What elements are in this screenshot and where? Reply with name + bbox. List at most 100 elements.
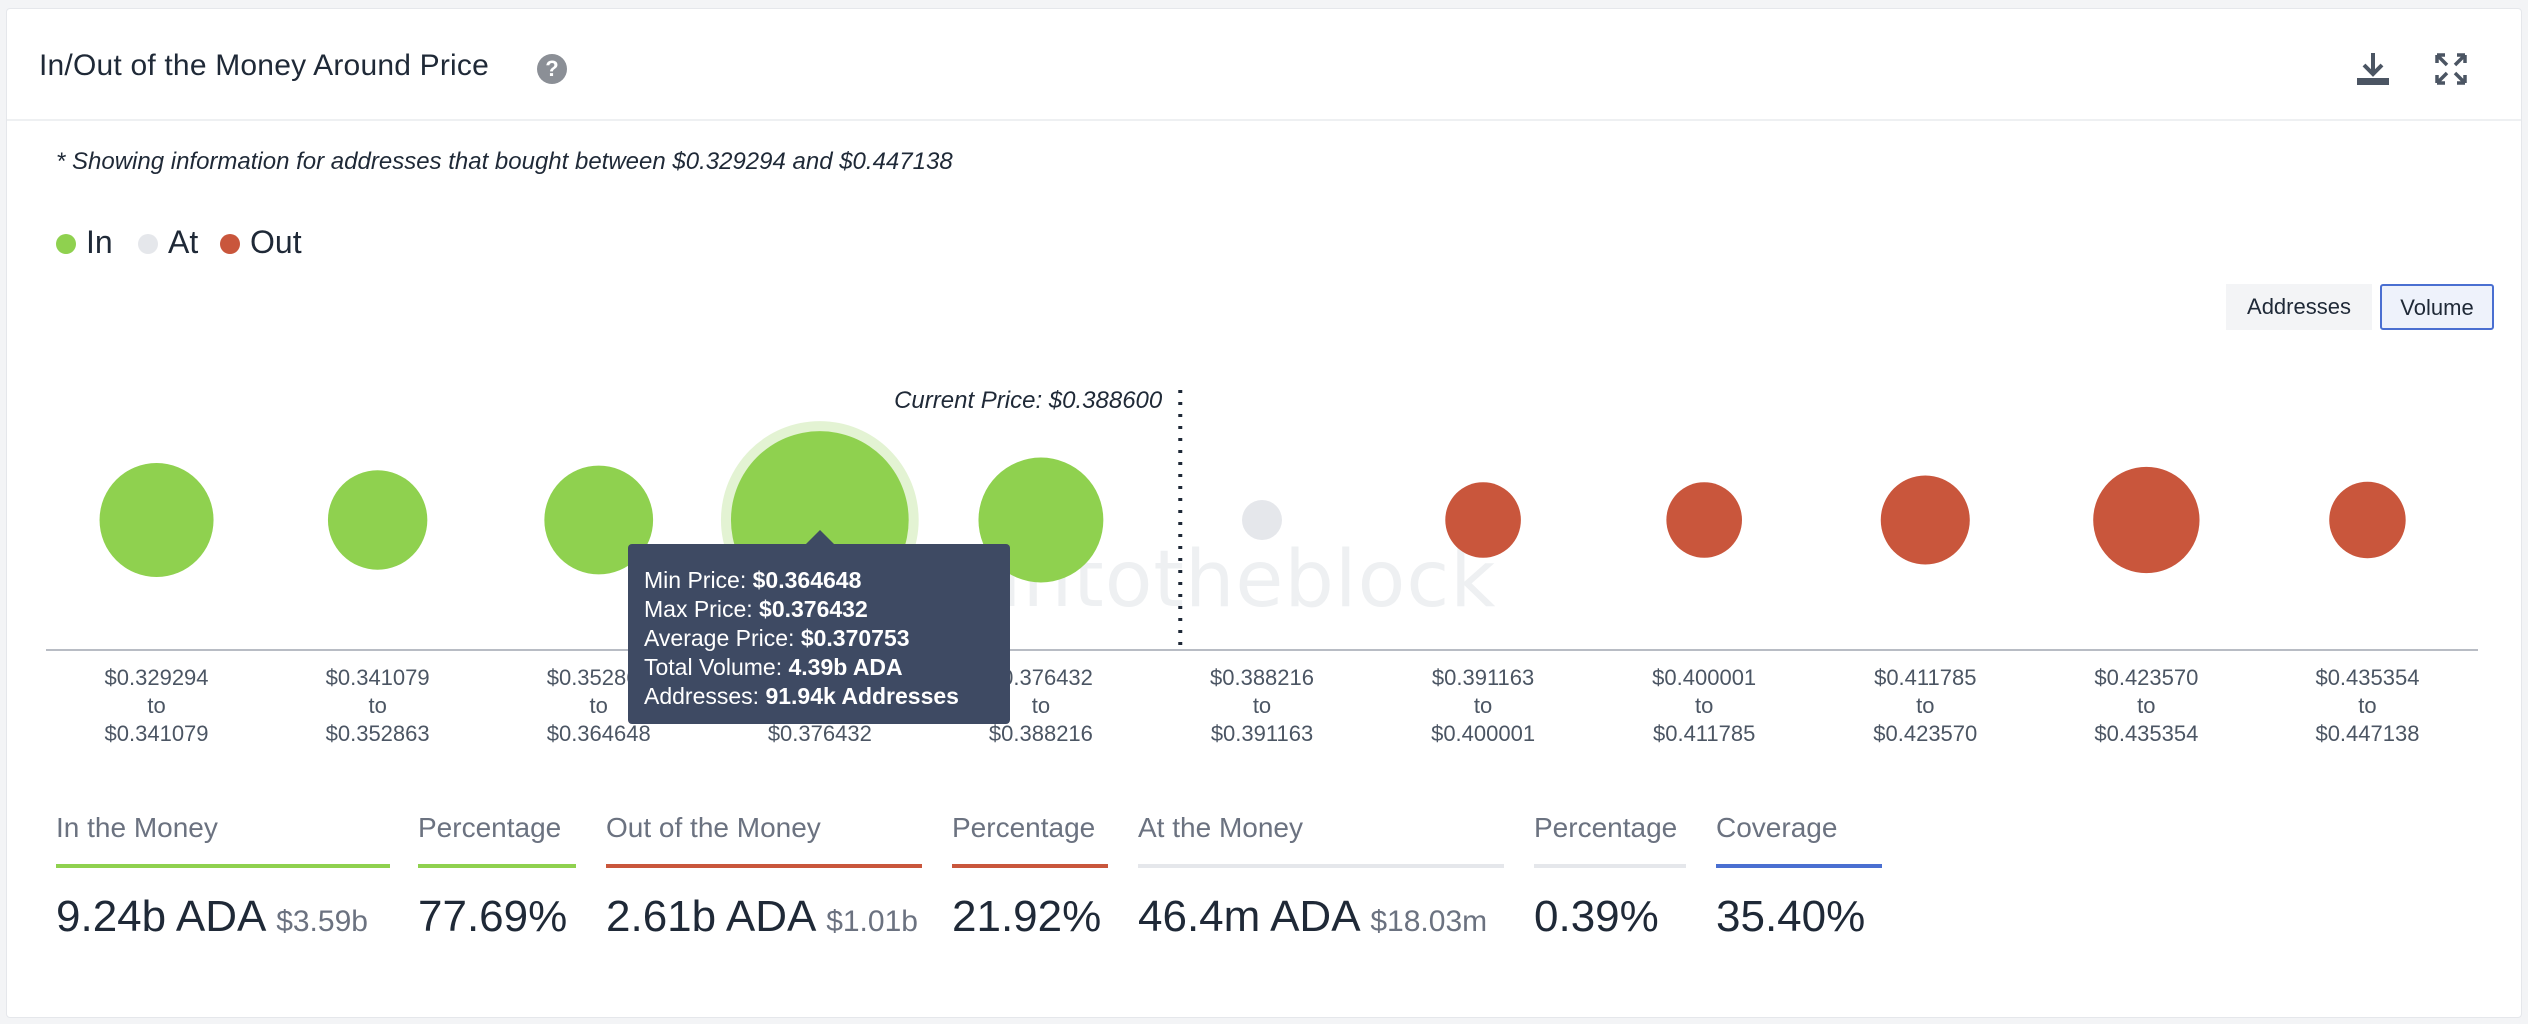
bubble-out	[2093, 466, 2200, 574]
stat-value: 21.92%	[952, 892, 1102, 941]
stat-underline	[606, 864, 922, 868]
bubble-out	[1445, 482, 1521, 558]
stat-label: At the Money	[1138, 812, 1303, 843]
tooltip-value: 91.94k Addresses	[765, 683, 959, 709]
bubble-in	[99, 463, 214, 577]
stat-label: In the Money	[56, 812, 218, 843]
x-tick-label: $0.341079	[105, 721, 209, 746]
stat-value: 35.40%	[1716, 892, 1866, 941]
expand-icon	[2435, 53, 2467, 85]
bubble-out	[1666, 482, 1742, 558]
tooltip-value: $0.364648	[752, 567, 862, 593]
stat-underline	[56, 864, 390, 868]
x-tick-label: to	[2358, 693, 2376, 718]
stat-label: Percentage	[1534, 812, 1678, 843]
tooltip-label: Min Price:	[644, 567, 753, 593]
tooltip-row: Total Volume: 4.39b ADA	[644, 653, 1010, 682]
stat-value: 77.69%	[418, 892, 568, 941]
stat-in-percentage: Percentage 77.69%	[418, 812, 576, 941]
addresses-toggle-button[interactable]: Addresses	[2226, 284, 2372, 330]
tooltip-label: Addresses:	[644, 683, 766, 709]
x-tick-label: to	[1032, 693, 1050, 718]
x-tick-label: $0.364648	[547, 721, 651, 746]
stat-label: Coverage	[1716, 812, 1838, 843]
legend-label-in: In	[86, 224, 113, 260]
stat-underline	[1534, 864, 1686, 868]
stat-label: Percentage	[952, 812, 1096, 843]
range-note: * Showing information for addresses that…	[56, 148, 953, 175]
help-icon[interactable]: ?	[537, 54, 567, 84]
x-tick-label: $0.376432	[768, 721, 872, 746]
x-tick-label: to	[1695, 693, 1713, 718]
x-tick-label: $0.391163	[1211, 721, 1313, 746]
stat-at-the-money: At the Money 46.4m ADA $18.03m	[1138, 812, 1504, 941]
x-tick-label: $0.423570	[1873, 721, 1977, 746]
card-header: In/Out of the Money Around Price ?	[7, 9, 2521, 121]
stat-value: 2.61b ADA $1.01b	[606, 892, 918, 941]
tooltip-value: 4.39b ADA	[788, 654, 903, 680]
stat-label: Out of the Money	[606, 812, 821, 843]
legend-dot-at	[138, 234, 158, 254]
x-tick-label: to	[2137, 693, 2155, 718]
stat-value: 9.24b ADA $3.59b	[56, 892, 368, 941]
x-tick-label: $0.400001	[1652, 665, 1756, 690]
stat-out-percentage: Percentage 21.92%	[952, 812, 1108, 941]
x-tick-label: to	[1916, 693, 1934, 718]
x-tick-label: to	[1474, 693, 1492, 718]
legend-label-out: Out	[250, 224, 302, 260]
x-tick-label: $0.447138	[2315, 721, 2419, 746]
x-tick-label: $0.411785	[1653, 721, 1755, 746]
chart-title: In/Out of the Money Around Price	[39, 49, 489, 82]
tooltip-row: Min Price: $0.364648	[644, 566, 1010, 595]
stat-value: 46.4m ADA $18.03m	[1138, 892, 1488, 941]
download-icon	[2357, 53, 2389, 85]
x-tick-label: $0.391163	[1432, 665, 1534, 690]
stat-underline	[418, 864, 576, 868]
stat-at-percentage: Percentage 0.39%	[1534, 812, 1686, 941]
legend-label-at: At	[168, 224, 199, 260]
bubble-in	[544, 465, 654, 575]
download-button[interactable]	[2351, 47, 2395, 91]
stat-underline	[1716, 864, 1882, 868]
bubble-out	[1880, 475, 1970, 565]
x-tick-label: to	[368, 693, 386, 718]
tooltip-label: Total Volume:	[644, 654, 789, 680]
x-tick-label: to	[1253, 693, 1271, 718]
x-tick-label: $0.423570	[2094, 665, 2198, 690]
bubble-out	[2329, 481, 2406, 559]
tooltip-row: Max Price: $0.376432	[644, 595, 1010, 624]
stat-underline	[1138, 864, 1504, 868]
x-tick-label: to	[147, 693, 165, 718]
tooltip-row: Average Price: $0.370753	[644, 624, 1010, 653]
tooltip-value: $0.376432	[759, 596, 868, 622]
tooltip-label: Average Price:	[644, 625, 801, 651]
stat-out-of-the-money: Out of the Money 2.61b ADA $1.01b	[606, 812, 922, 941]
x-tick-label: $0.400001	[1431, 721, 1535, 746]
current-price-label: Current Price: $0.388600	[894, 387, 1163, 414]
bubble-at	[1242, 500, 1282, 540]
stat-coverage: Coverage 35.40%	[1716, 812, 1882, 941]
fullscreen-button[interactable]	[2429, 47, 2473, 91]
bucket-tooltip: Min Price: $0.364648 Max Price: $0.37643…	[628, 530, 1010, 724]
x-tick-label: $0.435354	[2315, 665, 2419, 690]
x-tick-label: $0.329294	[105, 665, 209, 690]
tooltip-row: Addresses: 91.94k Addresses	[644, 682, 1010, 711]
x-tick-label: $0.352863	[326, 721, 430, 746]
tooltip-label: Max Price:	[644, 596, 760, 622]
bubble-in	[327, 470, 428, 570]
volume-toggle-button[interactable]: Volume	[2380, 284, 2494, 330]
stat-label: Percentage	[418, 812, 562, 843]
legend-dot-in	[56, 234, 76, 254]
stat-underline	[952, 864, 1108, 868]
stat-value: 0.39%	[1534, 892, 1659, 941]
stat-in-the-money: In the Money 9.24b ADA $3.59b	[56, 812, 390, 941]
x-tick-label: $0.411785	[1874, 665, 1976, 690]
x-tick-label: $0.341079	[326, 665, 430, 690]
tooltip-value: $0.370753	[800, 625, 910, 651]
x-tick-label: $0.388216	[989, 721, 1093, 746]
bubble-chart: Current Price: $0.388600 $0.329294 to $0.34…	[46, 387, 2478, 746]
x-tick-label: $0.388216	[1210, 665, 1314, 690]
legend-dot-out	[220, 234, 240, 254]
x-tick-label: to	[590, 693, 608, 718]
x-tick-label: $0.435354	[2094, 721, 2198, 746]
